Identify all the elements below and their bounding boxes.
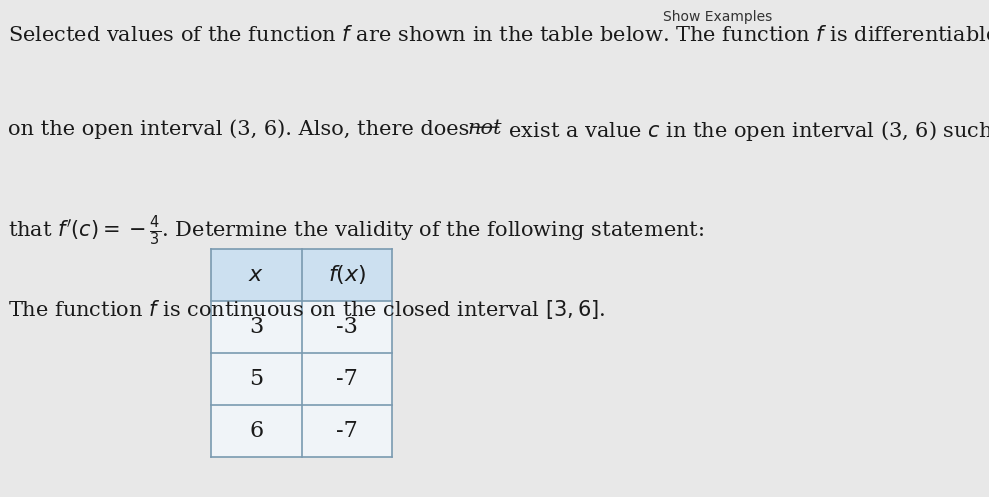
Text: The function $f$ is continuous on the closed interval $[3, 6]$.: The function $f$ is continuous on the cl… <box>8 298 605 321</box>
Text: exist a value $c$ in the open interval (3, 6) such: exist a value $c$ in the open interval (… <box>501 119 989 143</box>
FancyBboxPatch shape <box>211 405 392 457</box>
FancyBboxPatch shape <box>211 301 392 353</box>
Text: that $f'(c) = -\frac{4}{3}$. Determine the validity of the following statement:: that $f'(c) = -\frac{4}{3}$. Determine t… <box>8 214 703 248</box>
Text: on the open interval (3, 6). Also, there does: on the open interval (3, 6). Also, there… <box>8 119 476 139</box>
Text: 6: 6 <box>249 420 263 442</box>
Text: Show Examples: Show Examples <box>664 10 772 24</box>
Text: Selected values of the function $f$ are shown in the table below. The function $: Selected values of the function $f$ are … <box>8 25 989 45</box>
Text: -3: -3 <box>336 316 358 338</box>
Text: $x$: $x$ <box>248 263 264 286</box>
Text: -7: -7 <box>336 420 358 442</box>
Text: -7: -7 <box>336 368 358 390</box>
Text: 5: 5 <box>249 368 263 390</box>
Text: $f(x)$: $f(x)$ <box>327 263 366 286</box>
Text: 3: 3 <box>249 316 263 338</box>
FancyBboxPatch shape <box>211 248 392 301</box>
Text: not: not <box>468 119 502 138</box>
FancyBboxPatch shape <box>211 353 392 405</box>
